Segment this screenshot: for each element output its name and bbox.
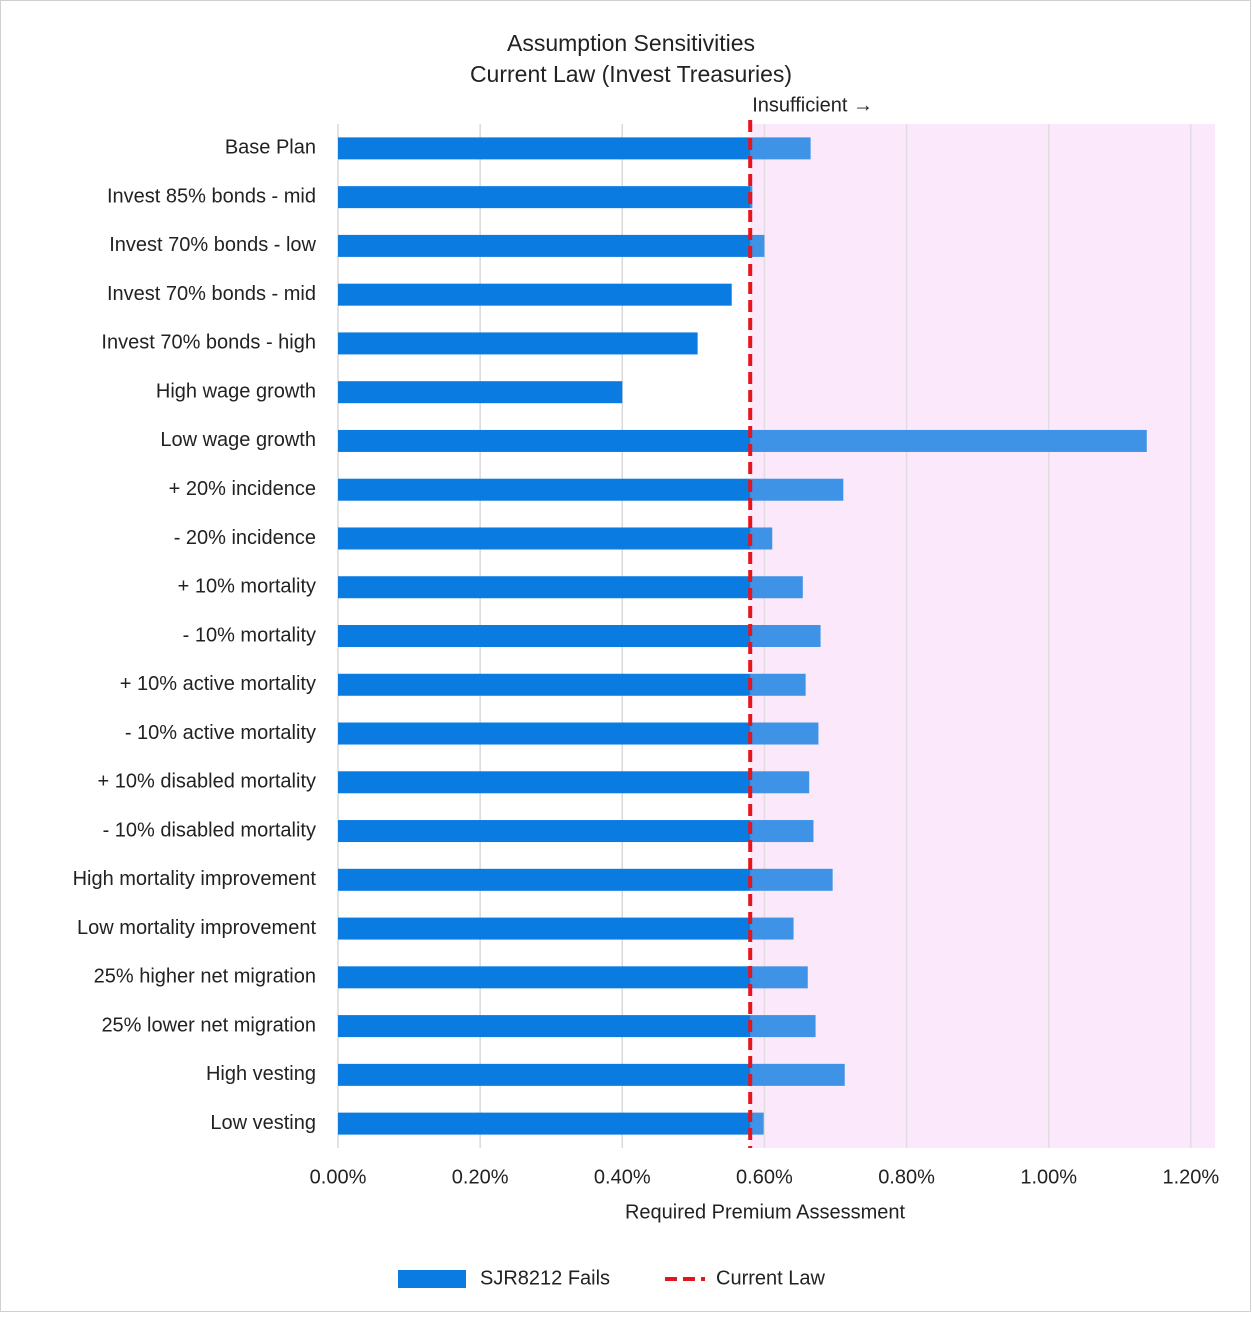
- y-tick-label: 25% higher net migration: [94, 966, 316, 988]
- x-tick-label: 0.20%: [452, 1166, 509, 1188]
- bar: [338, 820, 814, 843]
- y-tick-label: High vesting: [206, 1063, 316, 1085]
- bar: [338, 722, 819, 745]
- bar: [338, 868, 833, 891]
- bar: [338, 771, 810, 794]
- bar: [338, 381, 623, 404]
- bar: [338, 332, 698, 355]
- y-tick-label: + 10% disabled mortality: [98, 771, 316, 793]
- x-tick-label: 1.00%: [1020, 1166, 1077, 1188]
- y-tick-label: High mortality improvement: [73, 868, 317, 890]
- bar: [338, 917, 794, 940]
- y-tick-label: + 10% active mortality: [120, 673, 316, 695]
- legend-swatch: [398, 1270, 466, 1288]
- bar: [338, 234, 765, 257]
- bar: [338, 625, 821, 647]
- y-tick-label: Invest 70% bonds - mid: [107, 283, 316, 305]
- x-tick-label: 1.20%: [1162, 1166, 1219, 1188]
- y-tick-label: Invest 70% bonds - low: [109, 234, 316, 256]
- bar: [338, 186, 753, 209]
- y-tick-label: Low mortality improvement: [77, 917, 316, 939]
- y-tick-label: Invest 85% bonds - mid: [107, 185, 316, 207]
- y-tick-label: High wage growth: [156, 380, 316, 402]
- y-tick-label: - 20% incidence: [174, 527, 316, 549]
- y-tick-label: 25% lower net migration: [101, 1014, 316, 1036]
- x-tick-label: 0.80%: [878, 1166, 935, 1188]
- bar: [338, 673, 806, 696]
- y-tick-label: Invest 70% bonds - high: [101, 332, 316, 354]
- bar: [338, 137, 811, 160]
- y-tick-label: Low vesting: [210, 1112, 316, 1134]
- insufficient-region: [750, 124, 1215, 1148]
- x-tick-label: 0.00%: [310, 1166, 367, 1188]
- chart-title: Assumption Sensitivities: [507, 30, 755, 56]
- y-tick-label: Base Plan: [225, 137, 316, 159]
- bar: [338, 1063, 845, 1086]
- chart-subtitle: Current Law (Invest Treasuries): [470, 61, 792, 87]
- x-tick-label: 0.40%: [594, 1166, 651, 1188]
- y-tick-label: - 10% active mortality: [125, 722, 316, 744]
- y-tick-label: + 10% mortality: [178, 576, 316, 598]
- legend-label: SJR8212 Fails: [480, 1267, 610, 1289]
- annotation: Insufficient →: [752, 94, 873, 116]
- x-tick-label: 0.60%: [736, 1166, 793, 1188]
- x-axis-label: Required Premium Assessment: [625, 1201, 906, 1223]
- insufficient-overlay: [750, 124, 1215, 1148]
- bar: [338, 576, 803, 599]
- y-tick-label: + 20% incidence: [169, 478, 316, 500]
- bar: [338, 283, 732, 306]
- bar: [338, 478, 844, 501]
- y-tick-label: Low wage growth: [160, 429, 316, 451]
- bar: [338, 966, 808, 989]
- bar: [338, 1015, 816, 1038]
- legend-label: Current Law: [716, 1267, 825, 1289]
- bar: [338, 527, 773, 550]
- y-tick-label: - 10% disabled mortality: [103, 819, 316, 841]
- bar: [338, 429, 1147, 452]
- bar: [338, 1112, 764, 1135]
- y-tick-label: - 10% mortality: [183, 624, 316, 646]
